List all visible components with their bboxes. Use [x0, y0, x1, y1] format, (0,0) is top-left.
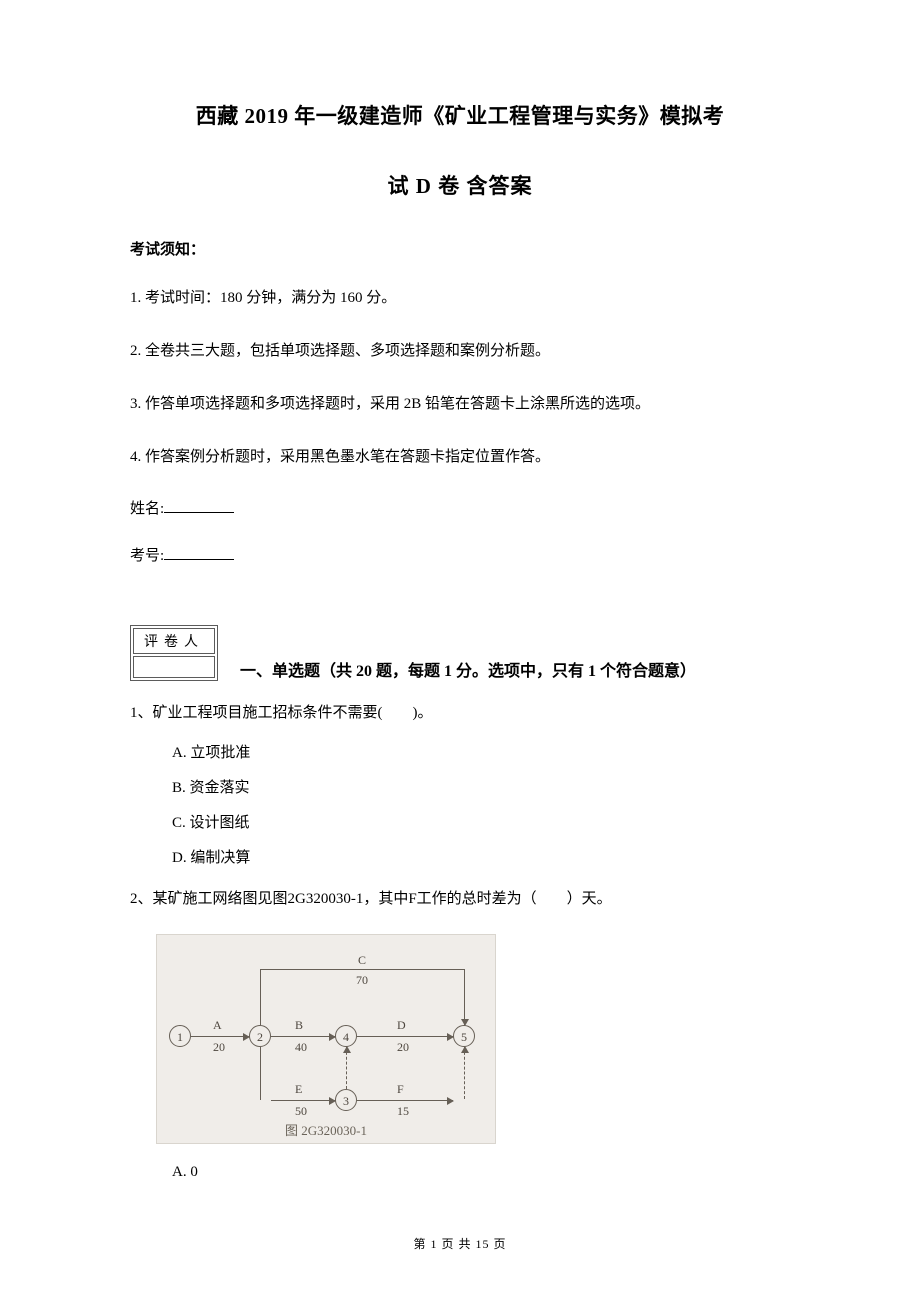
- scorer-blank: [133, 656, 215, 678]
- q1-opt-b: B. 资金落实: [172, 776, 790, 797]
- part1-heading: 一、单选题（共 20 题，每题 1 分。选项中，只有 1 个符合题意）: [240, 657, 696, 681]
- edge-label: D: [397, 1018, 406, 1033]
- network-node: 2: [249, 1025, 271, 1047]
- edge-label: C: [358, 953, 366, 968]
- network-edge: [271, 1100, 335, 1101]
- network-node: 1: [169, 1025, 191, 1047]
- network-edge: [260, 1047, 261, 1100]
- network-edge: [464, 969, 465, 1025]
- network-node: 4: [335, 1025, 357, 1047]
- network-edge: [260, 969, 261, 1025]
- scorer-box: 评卷人: [130, 625, 218, 681]
- exam-id-field: 考号:: [130, 544, 790, 565]
- arrowhead-icon: [461, 1019, 469, 1026]
- doc-title-line1: 西藏 2019 年一级建造师《矿业工程管理与实务》模拟考: [130, 100, 790, 130]
- edge-value: 50: [295, 1104, 307, 1119]
- instruction-1: 1. 考试时间：180 分钟，满分为 160 分。: [130, 285, 790, 312]
- q1-opt-c: C. 设计图纸: [172, 811, 790, 832]
- document-page: 西藏 2019 年一级建造师《矿业工程管理与实务》模拟考 试 D 卷 含答案 考…: [0, 0, 920, 1221]
- part1-header-row: 评卷人 一、单选题（共 20 题，每题 1 分。选项中，只有 1 个符合题意）: [130, 595, 790, 681]
- figure-caption: 图 2G320030-1: [157, 1120, 495, 1139]
- q1-opt-a: A. 立项批准: [172, 741, 790, 762]
- instruction-4: 4. 作答案例分析题时，采用黑色墨水笔在答题卡指定位置作答。: [130, 444, 790, 471]
- edge-label: F: [397, 1082, 404, 1097]
- edge-value: 70: [356, 973, 368, 988]
- scorer-label: 评卷人: [133, 628, 215, 654]
- network-edge: [191, 1036, 249, 1037]
- q1-opt-d: D. 编制决算: [172, 846, 790, 867]
- q2-stem: 2、某矿施工网络图见图2G320030-1，其中F工作的总时差为（ ）天。: [130, 887, 790, 913]
- edge-value: 40: [295, 1040, 307, 1055]
- exam-id-blank: [164, 546, 234, 560]
- name-blank: [164, 499, 234, 513]
- instructions-heading: 考试须知：: [130, 238, 790, 259]
- network-dashed-edge: [464, 1047, 465, 1099]
- edge-value: 20: [397, 1040, 409, 1055]
- name-field: 姓名:: [130, 497, 790, 518]
- network-edge: [357, 1036, 453, 1037]
- network-dashed-edge: [346, 1047, 347, 1089]
- edge-label: A: [213, 1018, 222, 1033]
- q2-opt-a: A. 0: [172, 1164, 790, 1181]
- name-label: 姓名:: [130, 501, 164, 517]
- network-node: 5: [453, 1025, 475, 1047]
- instruction-2: 2. 全卷共三大题，包括单项选择题、多项选择题和案例分析题。: [130, 338, 790, 365]
- page-footer: 第 1 页 共 15 页: [0, 1235, 920, 1252]
- edge-label: E: [295, 1082, 302, 1097]
- q1-stem: 1、矿业工程项目施工招标条件不需要( )。: [130, 701, 790, 727]
- edge-value: 15: [397, 1104, 409, 1119]
- network-edge: [260, 969, 464, 970]
- network-diagram: 图 2G320030-1 1 2 3 4 5 A 20 B 40 D 20 E 50 F 15 C 70: [156, 934, 496, 1144]
- edge-value: 20: [213, 1040, 225, 1055]
- doc-title-line2: 试 D 卷 含答案: [130, 170, 790, 200]
- exam-id-label: 考号:: [130, 548, 164, 564]
- network-edge: [357, 1100, 453, 1101]
- edge-label: B: [295, 1018, 303, 1033]
- network-edge: [271, 1036, 335, 1037]
- network-node: 3: [335, 1089, 357, 1111]
- instruction-3: 3. 作答单项选择题和多项选择题时，采用 2B 铅笔在答题卡上涂黑所选的选项。: [130, 391, 790, 418]
